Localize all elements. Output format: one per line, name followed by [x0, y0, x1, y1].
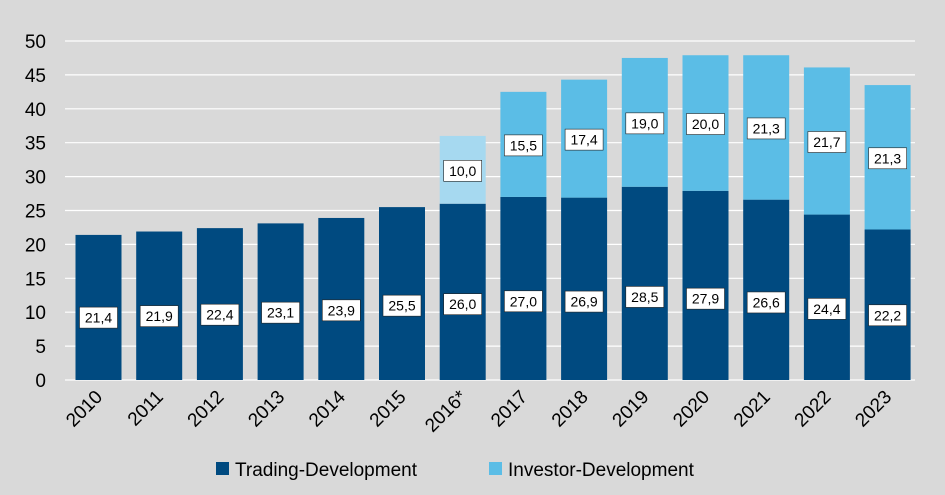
data-label-box: [868, 304, 907, 327]
data-label-box: [261, 301, 300, 324]
data-label: 26,6: [753, 294, 780, 310]
data-label-box: [443, 293, 483, 315]
x-tick-label: 2023: [851, 387, 896, 432]
x-tick-label: 2020: [669, 387, 714, 432]
data-label: 23,9: [328, 302, 355, 318]
y-axis: 0 5 10 15 20 25 30 35 40 45 50: [25, 32, 46, 392]
data-label: 15,5: [510, 137, 537, 153]
x-tick-label: 2011: [124, 387, 168, 431]
y-tick-label: 20: [25, 235, 46, 256]
bar-trading: [561, 197, 608, 380]
x-tick-label: 2019: [609, 387, 654, 432]
legend: Trading-Development Investor-Development: [216, 460, 695, 481]
data-label: 19,0: [631, 115, 658, 131]
bar-trading: [379, 207, 425, 380]
x-tick-label: 2010: [62, 387, 107, 432]
data-labels: 21,4 21,9 22,4 23,1 23,9 25,5 26,0 10,0 27,0 15,5…: [79, 112, 907, 329]
y-tick-label: 5: [35, 337, 46, 358]
y-tick-label: 15: [25, 269, 46, 290]
data-label-box: [564, 290, 604, 313]
data-label: 10,0: [449, 163, 476, 179]
bar-trading: [439, 203, 486, 380]
data-label: 21,4: [85, 310, 112, 326]
data-label-box: [200, 303, 240, 326]
y-tick-label: 10: [25, 303, 46, 324]
y-tick-label: 25: [25, 202, 46, 223]
data-label-box: [79, 306, 118, 329]
data-label: 28,5: [631, 289, 658, 305]
x-tick-label: 2017: [487, 387, 532, 432]
data-label-box: [564, 128, 604, 151]
data-label: 20,0: [692, 116, 719, 132]
x-tick-label: 2018: [548, 387, 593, 432]
bar-trading: [621, 186, 668, 380]
data-label-box: [625, 286, 665, 308]
legend-label-trading: Trading-Development: [235, 460, 418, 481]
y-tick-label: 30: [25, 168, 46, 189]
x-tick-label: 2016*: [421, 386, 471, 436]
y-tick-label: 35: [25, 134, 46, 155]
data-label: 21,3: [874, 150, 901, 166]
bars: [75, 55, 911, 380]
data-label-box: [321, 299, 361, 322]
data-label-box: [746, 291, 786, 314]
data-label: 25,5: [388, 298, 415, 314]
bar-trading: [500, 196, 547, 380]
data-label: 21,7: [813, 134, 840, 150]
data-label-box: [746, 117, 786, 140]
x-axis: 2010 2011 2012 2013 2014 2015 2016* 2017 2018 201…: [62, 386, 896, 436]
data-label: 26,9: [570, 294, 597, 310]
legend-swatch-investor: [489, 462, 502, 475]
data-label-box: [504, 290, 543, 313]
bar-trading: [743, 199, 790, 380]
data-label: 23,1: [267, 305, 294, 321]
bar-trading: [318, 217, 365, 380]
data-label-box: [807, 298, 847, 320]
data-label: 26,0: [449, 296, 476, 312]
y-tick-label: 40: [25, 100, 46, 121]
x-tick-label: 2015: [366, 387, 411, 432]
data-label-box: [686, 113, 725, 135]
x-tick-label: 2012: [184, 387, 229, 432]
x-tick-label: 2021: [730, 387, 775, 432]
data-label: 17,4: [570, 132, 597, 148]
y-tick-label: 50: [25, 32, 46, 53]
data-label: 24,4: [813, 301, 840, 317]
x-tick-label: 2022: [791, 387, 836, 432]
data-label: 22,2: [874, 307, 901, 323]
data-label-box: [139, 305, 179, 327]
data-label-box: [868, 147, 907, 170]
data-label-box: [686, 287, 725, 310]
data-label-box: [625, 112, 665, 135]
data-label: 27,0: [510, 293, 537, 309]
data-label: 21,9: [146, 308, 173, 324]
bar-trading: [803, 214, 850, 380]
data-label: 27,9: [692, 291, 719, 307]
data-label-box: [504, 134, 543, 157]
legend-label-investor: Investor-Development: [508, 460, 695, 481]
data-label-box: [443, 160, 483, 182]
data-label: 21,3: [753, 120, 780, 136]
data-label: 22,4: [206, 307, 233, 323]
bar-trading: [257, 223, 304, 380]
y-tick-label: 0: [35, 371, 46, 392]
data-label-box: [807, 131, 847, 153]
x-tick-label: 2014: [305, 386, 350, 431]
legend-swatch-trading: [216, 462, 229, 475]
data-label-box: [382, 294, 422, 317]
bar-trading: [682, 190, 729, 380]
x-tick-label: 2013: [244, 387, 289, 432]
y-tick-label: 45: [25, 66, 46, 87]
